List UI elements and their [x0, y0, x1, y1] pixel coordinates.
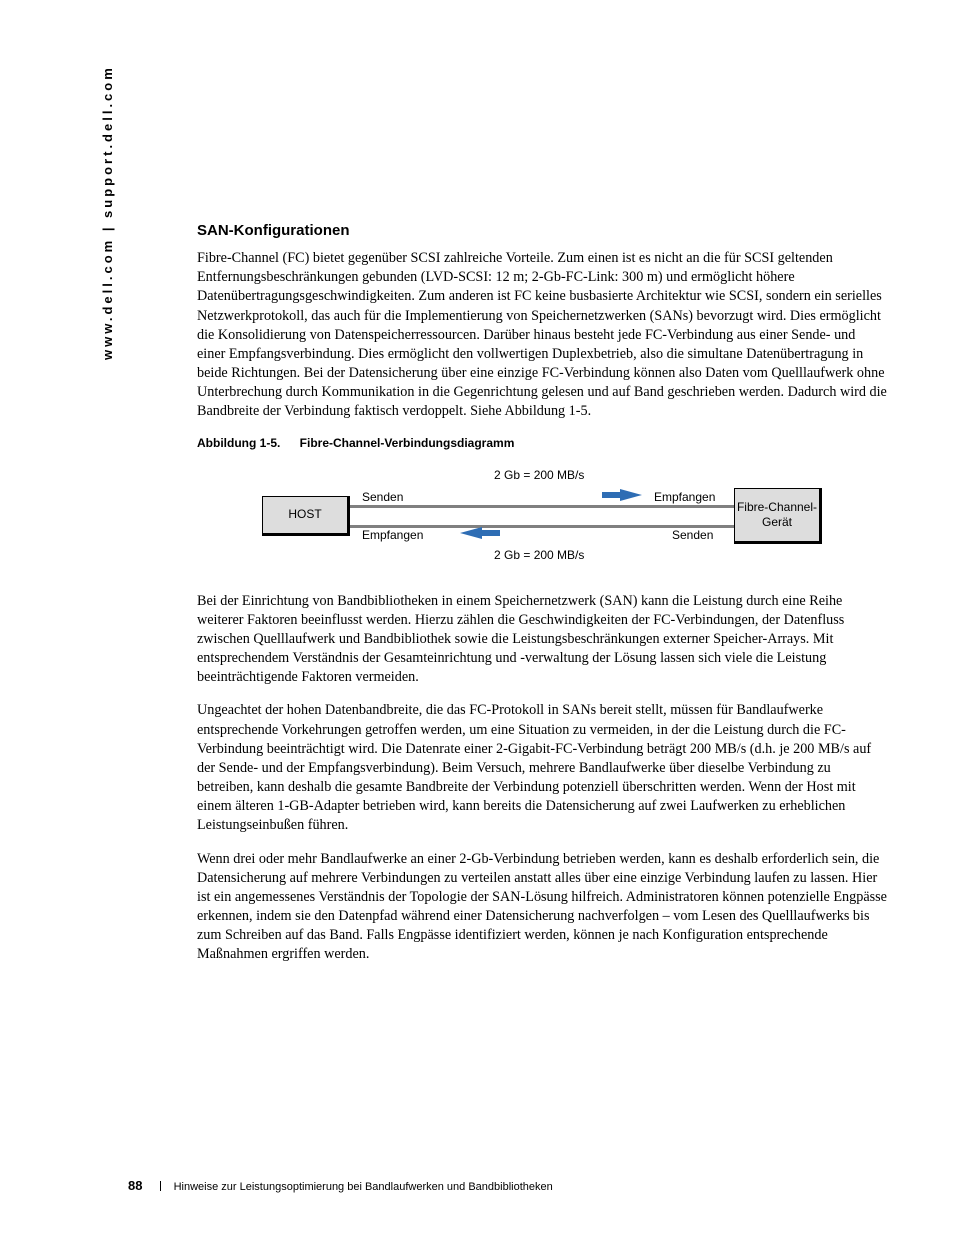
device-node: Fibre-Channel-Gerät	[734, 488, 822, 544]
label-senden-top: Senden	[362, 490, 403, 504]
rate-label-top: 2 Gb = 200 MB/s	[494, 468, 584, 482]
paragraph-2: Bei der Einrichtung von Bandbibliotheken…	[197, 592, 887, 688]
figure-caption: Abbildung 1-5. Fibre-Channel-Verbindungs…	[197, 436, 887, 450]
figure-title: Fibre-Channel-Verbindungsdiagramm	[300, 436, 515, 450]
paragraph-3: Ungeachtet der hohen Datenbandbreite, di…	[197, 701, 887, 835]
arrow-left-icon	[460, 527, 482, 539]
page-footer: 88 Hinweise zur Leistungsoptimierung bei…	[128, 1178, 553, 1193]
link-top-line	[350, 505, 734, 508]
footer-title: Hinweise zur Leistungsoptimierung bei Ba…	[174, 1181, 553, 1193]
side-url-text: www.dell.com | support.dell.com	[100, 65, 115, 360]
paragraph-1: Fibre-Channel (FC) bietet gegenüber SCSI…	[197, 249, 887, 422]
page-number: 88	[128, 1178, 142, 1193]
host-node: HOST	[262, 496, 350, 536]
arrow-right-icon	[620, 489, 642, 501]
figure-number: Abbildung 1-5.	[197, 436, 280, 450]
label-empfangen-top: Empfangen	[654, 490, 715, 504]
label-senden-bottom: Senden	[672, 528, 713, 542]
label-empfangen-bottom: Empfangen	[362, 528, 423, 542]
fc-link-diagram: 2 Gb = 200 MB/s HOST Senden Empfangen Em…	[262, 468, 822, 568]
paragraph-4: Wenn drei oder mehr Bandlaufwerke an ein…	[197, 850, 887, 965]
rate-label-bottom: 2 Gb = 200 MB/s	[494, 548, 584, 562]
page-content: SAN-Konfigurationen Fibre-Channel (FC) b…	[197, 222, 887, 979]
section-heading: SAN-Konfigurationen	[197, 222, 887, 239]
footer-separator	[160, 1181, 161, 1191]
